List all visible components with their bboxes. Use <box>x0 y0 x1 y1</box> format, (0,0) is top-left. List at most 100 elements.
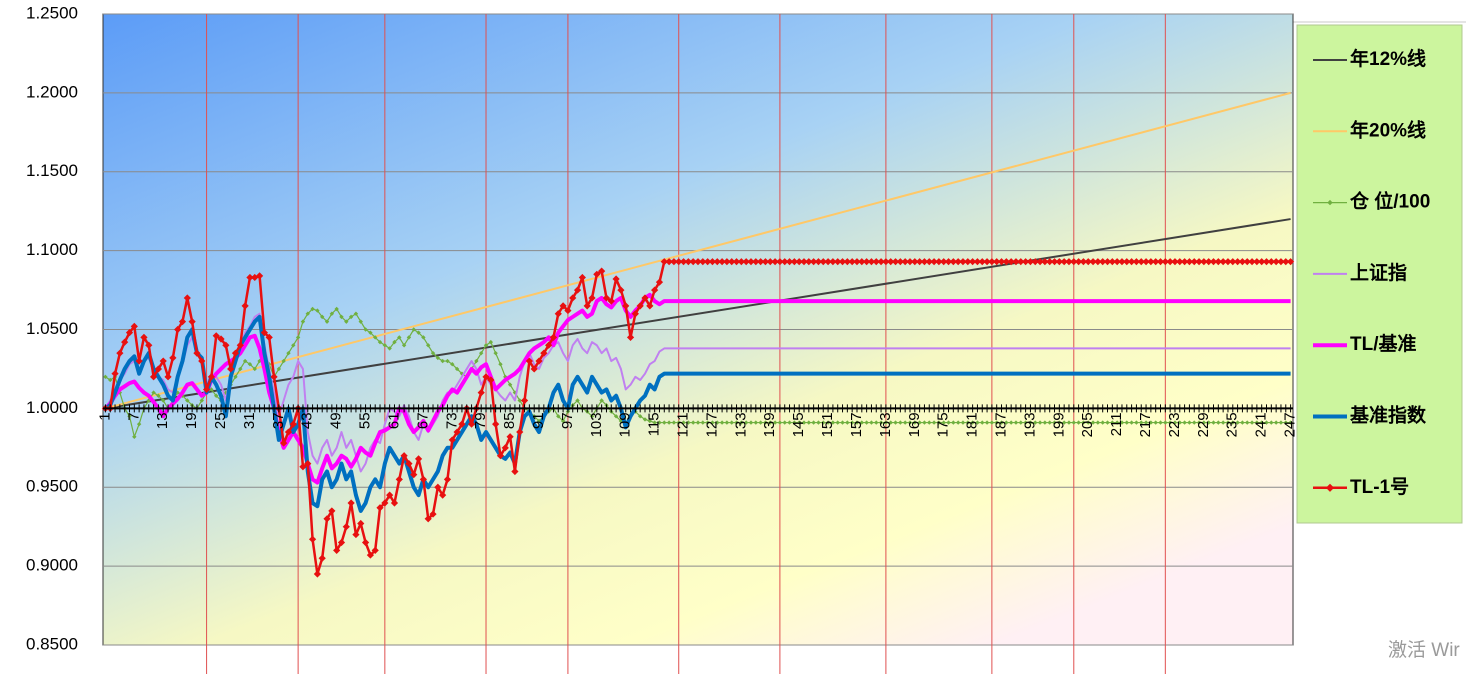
point-marker <box>944 258 953 266</box>
point-marker <box>1060 258 1068 266</box>
point-marker <box>238 366 243 372</box>
point-marker <box>652 420 657 425</box>
x-tick-label: 97 <box>559 412 576 429</box>
point-marker <box>227 365 235 373</box>
point-marker <box>801 420 807 425</box>
point-marker <box>753 420 759 425</box>
point-marker <box>1229 258 1237 266</box>
point-marker <box>488 339 494 345</box>
y-tick-label: 1.1500 <box>26 161 78 180</box>
point-marker <box>339 314 344 320</box>
point-marker <box>891 258 900 266</box>
point-marker <box>483 343 489 348</box>
x-tick-label: 61 <box>385 412 402 429</box>
point-marker <box>612 275 620 283</box>
point-marker <box>333 546 341 554</box>
point-marker <box>940 258 948 266</box>
point-marker <box>829 258 837 266</box>
point-marker <box>1129 420 1134 425</box>
point-marker <box>406 335 412 340</box>
point-marker <box>135 357 143 365</box>
point-marker <box>771 258 779 266</box>
point-marker <box>671 420 677 425</box>
point-marker <box>993 258 1001 266</box>
point-marker <box>175 390 180 395</box>
point-marker <box>1161 258 1169 266</box>
point-marker <box>308 535 317 543</box>
point-marker <box>752 258 760 266</box>
point-marker <box>1118 258 1126 266</box>
point-marker <box>768 420 773 425</box>
point-marker <box>599 398 604 403</box>
point-marker <box>989 420 995 425</box>
y-tick-label: 1.1000 <box>26 240 78 259</box>
point-marker <box>655 278 664 286</box>
point-marker <box>517 398 522 403</box>
point-marker <box>516 428 524 436</box>
point-marker <box>1153 420 1158 425</box>
point-marker <box>1205 258 1213 266</box>
point-marker <box>792 420 797 425</box>
point-marker <box>289 420 297 428</box>
point-marker <box>1128 258 1136 266</box>
point-marker <box>1119 420 1125 425</box>
point-marker <box>960 420 966 425</box>
x-tick-label: 55 <box>357 412 374 429</box>
point-marker <box>108 377 113 383</box>
point-marker <box>443 475 452 483</box>
point-marker <box>280 439 288 447</box>
x-tick-label: 43 <box>299 412 316 429</box>
point-marker <box>930 258 938 266</box>
point-marker <box>666 420 672 425</box>
point-marker <box>1273 420 1279 425</box>
point-marker <box>320 314 325 320</box>
x-tick-label: 85 <box>501 412 518 429</box>
point-marker <box>835 420 840 425</box>
point-marker <box>231 349 240 357</box>
point-marker <box>156 393 161 398</box>
point-marker <box>593 270 601 278</box>
x-tick-label: 25 <box>212 412 229 429</box>
point-marker <box>834 258 842 266</box>
point-marker <box>291 343 296 348</box>
point-marker <box>1171 258 1179 266</box>
point-marker <box>507 382 513 387</box>
legend-marker <box>1327 199 1333 206</box>
point-marker <box>700 420 706 425</box>
x-tick-label: 109 <box>617 412 634 437</box>
x-tick-label: 139 <box>761 412 778 437</box>
y-tick-label: 1.0500 <box>26 319 78 338</box>
point-marker <box>174 325 182 334</box>
point-marker <box>869 420 874 425</box>
point-marker <box>1013 420 1019 425</box>
point-marker <box>936 420 942 425</box>
point-marker <box>154 365 163 373</box>
point-marker <box>916 258 924 266</box>
point-marker <box>1071 420 1076 425</box>
point-marker <box>975 420 980 425</box>
x-tick-label: 103 <box>588 412 605 437</box>
point-marker <box>569 294 577 302</box>
point-marker <box>525 357 533 365</box>
y-tick-label: 1.2500 <box>26 3 78 22</box>
point-marker <box>838 258 847 266</box>
point-marker <box>1008 420 1014 425</box>
point-marker <box>151 390 156 395</box>
point-marker <box>1200 258 1208 266</box>
legend-label: 年20%线 <box>1350 118 1426 141</box>
point-marker <box>554 310 562 318</box>
x-tick-label: 163 <box>877 412 894 437</box>
point-marker <box>997 258 1006 266</box>
point-marker <box>241 302 249 310</box>
point-marker <box>368 330 373 335</box>
point-marker <box>728 258 736 266</box>
point-marker <box>520 396 529 405</box>
x-tick-label: 229 <box>1195 412 1212 437</box>
legend-label: 年12%线 <box>1350 47 1426 70</box>
point-marker <box>178 318 187 326</box>
point-marker <box>613 414 619 419</box>
point-marker <box>1180 258 1189 266</box>
point-marker <box>188 318 196 326</box>
point-marker <box>825 420 831 425</box>
point-marker <box>130 322 138 330</box>
